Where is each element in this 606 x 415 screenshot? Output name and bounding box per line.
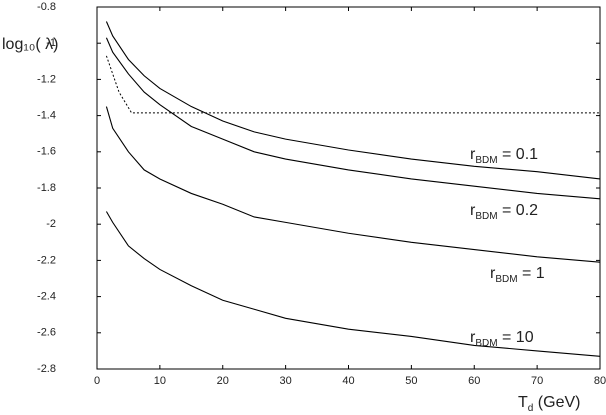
series-line	[105, 37, 601, 200]
series-line	[105, 55, 600, 114]
y-tick-label: -1.2	[37, 73, 56, 85]
series-label-sub: BDM	[475, 211, 497, 222]
y-axis-label: log₁₀( λ)	[2, 36, 59, 53]
series-line	[105, 106, 601, 263]
y-tick-label: -2.6	[37, 327, 56, 339]
series-label: rBDM = 0.2	[470, 202, 538, 221]
x-tick-label: 60	[468, 375, 480, 387]
x-tick-label: 50	[405, 375, 417, 387]
series-label: rBDM = 10	[470, 329, 534, 348]
x-tick-label: 30	[280, 375, 292, 387]
series-label-rest: = 0.2	[498, 202, 539, 219]
plot-frame	[96, 6, 601, 370]
series-label-base: r	[470, 202, 476, 219]
y-tick-label: -1	[46, 37, 56, 49]
x-tick-label: 40	[342, 375, 354, 387]
x-tick-label: 20	[217, 375, 229, 387]
series-label-sub: BDM	[495, 274, 517, 285]
x-tick-label: 10	[154, 375, 166, 387]
y-tick-label: -1.8	[37, 182, 56, 194]
x-tick-label: 80	[594, 375, 606, 387]
y-tick-label: -2.4	[37, 291, 56, 303]
y-tick-label: -1.6	[37, 146, 56, 158]
x-axis-label: Td (GeV)	[518, 394, 580, 413]
series-label-base: r	[470, 146, 476, 163]
series-label-base: r	[470, 329, 476, 346]
y-tick-label: -2.2	[37, 254, 56, 266]
x-label-sub: d	[528, 403, 534, 414]
series-line	[105, 211, 601, 357]
y-tick-label: -2	[46, 218, 56, 230]
series-label-base: r	[490, 265, 496, 282]
x-tick-label: 0	[94, 375, 100, 387]
x-label-base: T	[518, 394, 528, 411]
y-tick-label: -1.4	[37, 110, 56, 122]
series-label-rest: = 1	[518, 265, 545, 282]
series-label: rBDM = 1	[490, 265, 545, 284]
y-tick-label: -2.8	[37, 363, 56, 375]
series-label: rBDM = 0.1	[470, 146, 538, 165]
series-label-sub: BDM	[475, 338, 497, 349]
x-label-rest: (GeV)	[533, 394, 580, 411]
x-tick-label: 70	[531, 375, 543, 387]
y-tick-label: -0.8	[37, 1, 56, 13]
series-label-rest: = 10	[498, 329, 534, 346]
series-label-sub: BDM	[475, 155, 497, 166]
series-label-rest: = 0.1	[498, 146, 539, 163]
series-line	[105, 21, 601, 180]
